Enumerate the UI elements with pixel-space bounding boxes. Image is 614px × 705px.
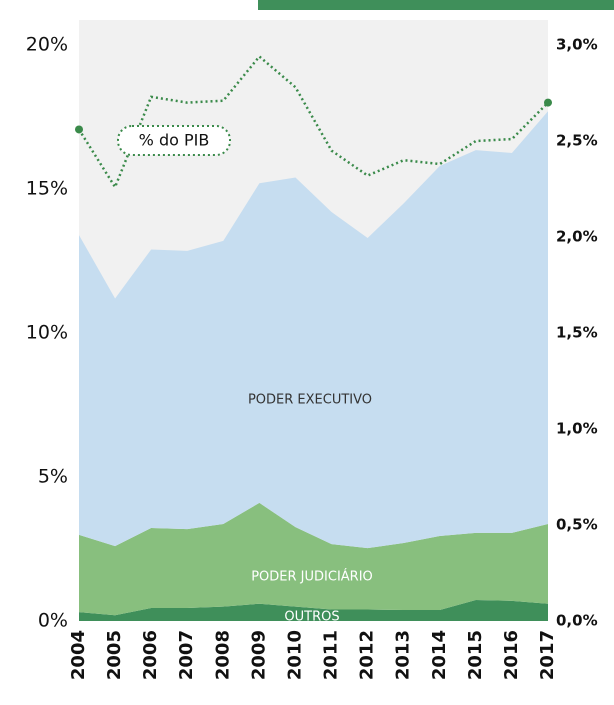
pib-label: % do PIB xyxy=(139,131,210,150)
x-tick-label: 2010 xyxy=(284,630,305,680)
x-tick-label: 2015 xyxy=(465,630,486,680)
area-label: PODER EXECUTIVO xyxy=(248,393,372,408)
area-label: OUTROS xyxy=(284,610,339,625)
pib-end-dot xyxy=(544,98,552,107)
x-tick-label: 2013 xyxy=(393,630,414,680)
y2-tick-label: 0,5% xyxy=(556,516,598,534)
y2-tick-label: 1,5% xyxy=(556,324,598,342)
y-tick-label: 10% xyxy=(26,322,68,344)
pib-end-dot xyxy=(75,125,83,134)
y-tick-label: 20% xyxy=(26,34,68,56)
y2-tick-label: 2,0% xyxy=(556,228,598,246)
x-tick-label: 2011 xyxy=(321,630,342,680)
header-bar xyxy=(258,0,614,10)
y2-tick-label: 1,0% xyxy=(556,420,598,438)
x-tick-label: 2017 xyxy=(537,630,558,680)
y2-tick-label: 2,5% xyxy=(556,132,598,150)
x-tick-label: 2014 xyxy=(429,630,450,680)
x-tick-label: 2012 xyxy=(357,630,378,680)
pib-label-box xyxy=(117,125,231,156)
y-tick-label: 15% xyxy=(26,178,68,200)
y-tick-label: 0% xyxy=(38,610,68,632)
y2-tick-label: 3,0% xyxy=(556,36,598,54)
area-label: PODER JUDICIÁRIO xyxy=(251,569,373,585)
x-tick-label: 2005 xyxy=(104,630,125,680)
overlay: OUTROS PODER JUDICIÁRIO PODER EXECUTIVO % d… xyxy=(75,54,552,625)
x-tick-label: 2009 xyxy=(248,630,269,680)
pib-line xyxy=(77,54,549,190)
x-tick-label: 2016 xyxy=(501,630,522,680)
x-tick-label: 2007 xyxy=(176,630,197,680)
area xyxy=(79,111,548,549)
y2-tick-label: 0,0% xyxy=(556,612,598,630)
x-tick-label: 2006 xyxy=(140,630,161,680)
areas xyxy=(79,111,548,621)
area xyxy=(79,599,548,621)
x-tick-label: 2004 xyxy=(68,630,89,680)
y-tick-label: 5% xyxy=(38,466,68,488)
area xyxy=(79,502,548,616)
x-tick-label: 2008 xyxy=(212,630,233,680)
